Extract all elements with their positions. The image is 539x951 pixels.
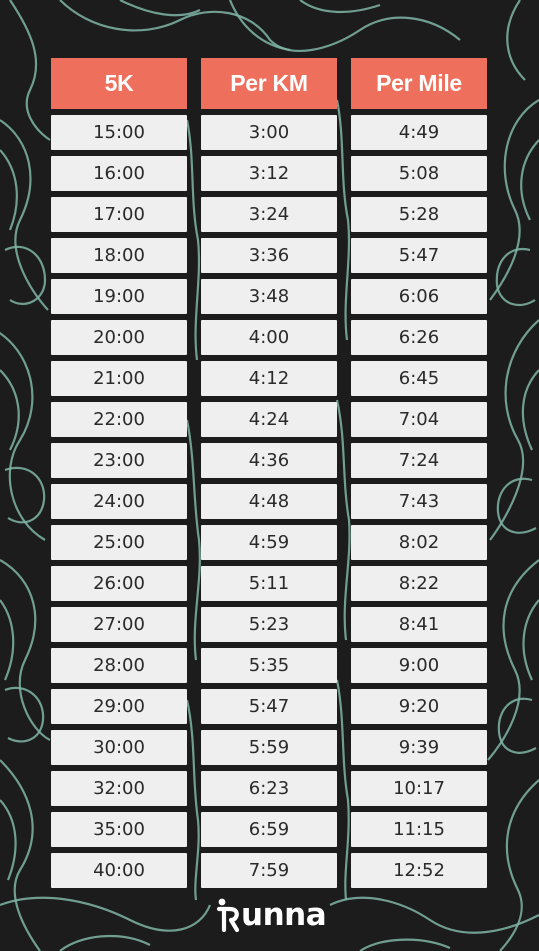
- cell-per-mile: 11:15: [351, 812, 487, 847]
- cell-per-mile: 8:22: [351, 566, 487, 601]
- header-5k: 5K: [51, 58, 187, 109]
- cell-per-mile: 4:49: [351, 115, 487, 150]
- runna-logo: unna: [216, 896, 327, 933]
- cell-5k: 35:00: [51, 812, 187, 847]
- cell-5k: 32:00: [51, 771, 187, 806]
- cell-5k: 22:00: [51, 402, 187, 437]
- cell-per-mile: 8:41: [351, 607, 487, 642]
- cell-per-mile: 5:08: [351, 156, 487, 191]
- cell-5k: 28:00: [51, 648, 187, 683]
- cell-5k: 20:00: [51, 320, 187, 355]
- cell-5k: 21:00: [51, 361, 187, 396]
- cell-5k: 18:00: [51, 238, 187, 273]
- cell-per-km: 4:24: [201, 402, 337, 437]
- cell-per-km: 5:47: [201, 689, 337, 724]
- header-per-mile: Per Mile: [351, 58, 487, 109]
- cell-per-km: 3:00: [201, 115, 337, 150]
- cell-5k: 27:00: [51, 607, 187, 642]
- cell-per-mile: 12:52: [351, 853, 487, 888]
- cell-per-mile: 7:43: [351, 484, 487, 519]
- cell-per-mile: 8:02: [351, 525, 487, 560]
- cell-per-km: 3:12: [201, 156, 337, 191]
- cell-5k: 15:00: [51, 115, 187, 150]
- brand-wordmark: unna: [241, 896, 327, 933]
- cell-per-mile: 6:45: [351, 361, 487, 396]
- cell-5k: 30:00: [51, 730, 187, 765]
- cell-per-mile: 7:04: [351, 402, 487, 437]
- cell-5k: 40:00: [51, 853, 187, 888]
- cell-per-km: 5:35: [201, 648, 337, 683]
- cell-per-mile: 5:28: [351, 197, 487, 232]
- cell-per-km: 5:59: [201, 730, 337, 765]
- cell-per-km: 4:00: [201, 320, 337, 355]
- cell-per-mile: 5:47: [351, 238, 487, 273]
- column-per-km: Per KM 3:00 3:12 3:24 3:36 3:48 4:00 4:1…: [201, 58, 337, 894]
- cell-5k: 25:00: [51, 525, 187, 560]
- cell-per-km: 3:24: [201, 197, 337, 232]
- cell-per-km: 6:59: [201, 812, 337, 847]
- cell-5k: 24:00: [51, 484, 187, 519]
- cell-5k: 26:00: [51, 566, 187, 601]
- cell-per-km: 7:59: [201, 853, 337, 888]
- cell-per-km: 4:36: [201, 443, 337, 478]
- cell-per-mile: 7:24: [351, 443, 487, 478]
- cell-per-mile: 9:00: [351, 648, 487, 683]
- cell-per-mile: 9:20: [351, 689, 487, 724]
- cell-per-km: 5:23: [201, 607, 337, 642]
- column-per-mile: Per Mile 4:49 5:08 5:28 5:47 6:06 6:26 6…: [351, 58, 487, 894]
- cell-5k: 29:00: [51, 689, 187, 724]
- cell-per-mile: 9:39: [351, 730, 487, 765]
- cell-per-mile: 6:06: [351, 279, 487, 314]
- cell-per-km: 3:36: [201, 238, 337, 273]
- cell-per-km: 4:48: [201, 484, 337, 519]
- header-per-km: Per KM: [201, 58, 337, 109]
- cell-per-mile: 6:26: [351, 320, 487, 355]
- runner-r-icon: [216, 898, 240, 933]
- cell-per-km: 5:11: [201, 566, 337, 601]
- cell-5k: 19:00: [51, 279, 187, 314]
- cell-5k: 16:00: [51, 156, 187, 191]
- cell-per-mile: 10:17: [351, 771, 487, 806]
- cell-per-km: 3:48: [201, 279, 337, 314]
- cell-5k: 23:00: [51, 443, 187, 478]
- column-5k: 5K 15:00 16:00 17:00 18:00 19:00 20:00 2…: [51, 58, 187, 894]
- cell-per-km: 6:23: [201, 771, 337, 806]
- cell-per-km: 4:59: [201, 525, 337, 560]
- cell-per-km: 4:12: [201, 361, 337, 396]
- cell-5k: 17:00: [51, 197, 187, 232]
